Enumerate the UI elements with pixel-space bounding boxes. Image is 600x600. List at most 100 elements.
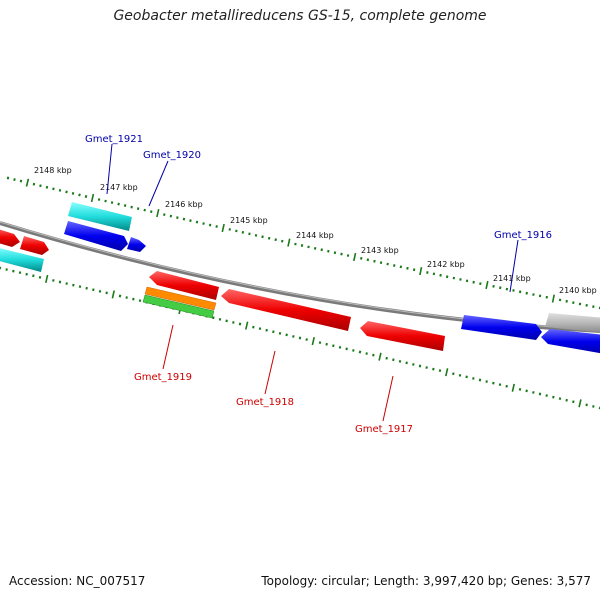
minor-tick [45,185,49,189]
kbp-label-2143: 2143 kbp [361,246,399,255]
gene-feature[interactable] [221,289,351,331]
minor-tick [72,283,75,287]
major-tick [378,352,382,361]
minor-tick [472,377,475,380]
minor-tick [398,359,402,363]
minor-tick [218,317,222,321]
minor-tick [505,287,509,291]
minor-tick [318,341,322,345]
minor-tick [258,327,262,331]
minor-tick [498,383,502,387]
gene-label-gmet-1920[interactable]: Gmet_1920 [143,150,201,161]
minor-tick [412,363,415,366]
gene-feature[interactable] [360,321,445,351]
gene-feature[interactable] [64,221,128,251]
minor-tick [438,369,442,373]
minor-tick [313,246,317,250]
minor-tick [58,188,62,192]
major-tick [111,290,115,299]
minor-tick [492,284,495,288]
minor-tick [225,319,228,323]
minor-tick [232,321,235,324]
gene-label-gmet-1916[interactable]: Gmet_1916 [494,230,552,241]
minor-tick [272,330,275,334]
minor-tick [65,190,68,194]
minor-tick [118,294,122,298]
major-tick [353,252,357,262]
gene-feature-cyan[interactable] [68,202,132,231]
gene-label-gmet-1918[interactable]: Gmet_1918 [236,397,294,408]
minor-tick [538,392,542,396]
minor-tick [32,182,36,186]
minor-tick [552,395,555,399]
minor-tick [285,333,288,337]
minor-tick [538,294,542,298]
minor-tick [340,252,343,256]
minor-tick [65,282,68,285]
gene-feature[interactable] [127,237,146,252]
minor-tick [117,202,120,206]
minor-tick [163,213,166,217]
minor-tick [385,356,388,360]
accession-label: Accession: NC_007517 [9,574,146,588]
minor-tick [123,204,127,208]
minor-tick [212,316,215,320]
minor-tick [52,279,55,282]
minor-tick [71,192,75,195]
minor-tick [478,378,482,382]
kbp-label-2144: 2144 kbp [296,231,334,240]
minor-tick [274,238,277,242]
minor-tick [320,248,323,252]
minor-tick [545,394,548,397]
minor-tick [248,232,251,236]
gene-feature[interactable] [20,236,49,255]
gene-feature[interactable] [541,329,600,354]
minor-tick [458,373,462,377]
gene-label-gmet-1921[interactable]: Gmet_1921 [85,134,143,145]
minor-tick [215,225,218,228]
minor-tick [208,223,212,227]
minor-tick [518,290,522,294]
gene-feature-gray[interactable] [545,313,600,333]
minor-tick [25,272,28,276]
minor-tick [592,305,595,309]
minor-tick [346,254,350,257]
inner-scale-ring [0,266,600,410]
major-tick [551,294,555,303]
major-tick [221,223,225,233]
minor-tick [432,367,435,371]
major-tick [485,280,489,290]
gene-feature-orange[interactable] [144,286,217,311]
gene-label-gmet-1917[interactable]: Gmet_1917 [355,424,413,435]
minor-tick [300,244,304,247]
gene-feature[interactable] [461,315,542,340]
minor-tick [18,271,22,275]
minor-tick [426,271,429,274]
minor-tick [261,235,264,239]
minor-tick [327,249,330,253]
minor-tick [5,268,8,271]
minor-tick [78,285,82,289]
kbp-label-2145: 2145 kbp [230,216,268,225]
minor-tick [518,387,522,391]
kbp-label-2146: 2146 kbp [165,200,203,209]
minor-tick [472,280,475,284]
minor-tick [505,384,508,388]
gene-feature-green[interactable] [142,294,215,319]
minor-tick [325,342,328,346]
minor-tick [195,220,199,224]
minor-tick [78,193,81,197]
minor-tick [84,195,88,198]
minor-tick [372,353,375,357]
gene-feature[interactable] [0,228,20,247]
minor-tick [143,208,146,212]
minor-tick [432,272,436,276]
minor-tick [138,299,142,303]
map-title: Geobacter metallireducens GS-15, complet… [113,8,487,24]
minor-tick [406,266,409,270]
leader-line [264,350,276,395]
minor-tick [399,265,403,269]
gene-feature[interactable] [149,271,219,300]
gene-label-gmet-1919[interactable]: Gmet_1919 [134,372,192,383]
gene-feature-cyan[interactable] [0,247,44,272]
